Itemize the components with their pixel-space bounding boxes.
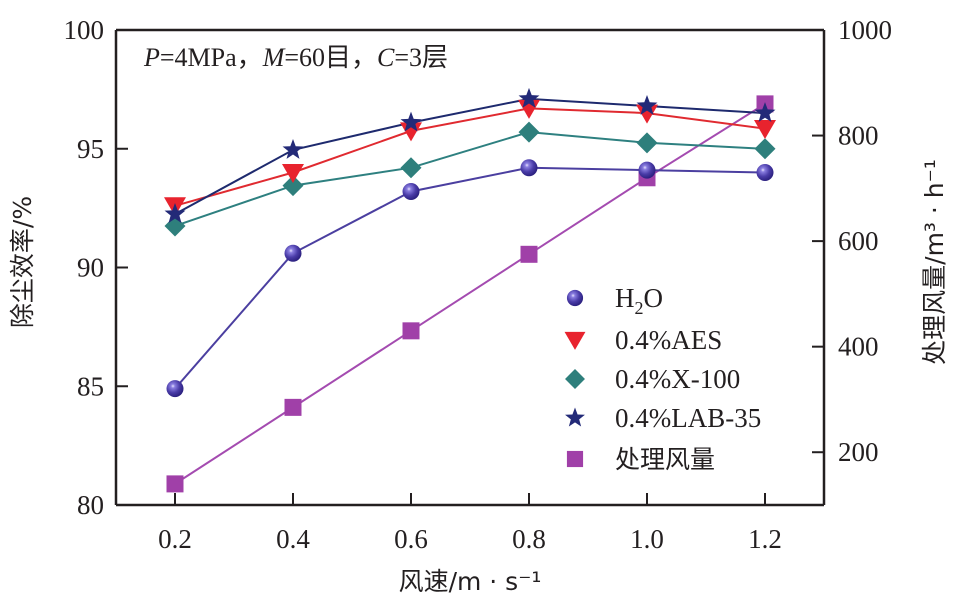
legend: H2O 0.4%AES 0.4%X-100 0.4%LAB-35 处理风量	[564, 283, 761, 474]
axes-layer: 0.2 0.4 0.6 0.8 1.0 1.2 80 85 90 95 100 200 400 600 80…	[64, 15, 893, 554]
y2-tick-label: 800	[838, 121, 879, 151]
legend-label: 0.4%X-100	[615, 364, 740, 394]
legend-item: 处理风量	[566, 445, 715, 474]
annotation-part: C	[377, 43, 395, 72]
data-point-3-0	[164, 203, 186, 223]
legend-item: 0.4%AES	[564, 325, 722, 355]
annotation-part: =3层	[394, 43, 448, 72]
y-tick-label: 80	[77, 490, 104, 520]
data-point-3-4	[636, 95, 658, 115]
data-point-3-5	[754, 102, 776, 123]
series-line-3	[174, 97, 766, 215]
annotation-part: =60目，	[284, 43, 377, 72]
data-point-2-4	[636, 132, 658, 154]
data-point-2-1	[282, 175, 304, 197]
condition-annotation: P=4MPa，M=60目，C=3层	[143, 43, 448, 72]
y-tick-label: 100	[64, 15, 105, 45]
annotation-part: M	[262, 43, 286, 72]
y-tick-label: 95	[77, 134, 104, 164]
legend-item: 0.4%X-100	[565, 364, 740, 394]
data-point-0-4	[638, 161, 656, 179]
data-point-2-5	[754, 138, 776, 160]
data-point-4-3	[520, 245, 538, 263]
annotation-part: P	[143, 43, 160, 72]
data-point-1-5	[754, 120, 776, 140]
data-point-3-1	[282, 138, 304, 159]
data-point-0-1	[284, 244, 302, 262]
data-point-0-0	[166, 380, 184, 398]
x-tick-label: 0.6	[394, 524, 428, 554]
data-point-4-2	[402, 322, 420, 340]
data-point-0-2	[402, 183, 420, 200]
x-tick-label: 1.2	[748, 524, 782, 554]
legend-marker-square	[566, 450, 584, 468]
series-layer	[164, 87, 776, 493]
data-point-2-3	[518, 121, 540, 143]
annotation-part: =4MPa，	[160, 43, 263, 72]
y2-tick-label: 600	[838, 226, 879, 256]
legend-item: 0.4%LAB-35	[565, 403, 761, 433]
legend-marker-triangle-down	[564, 331, 586, 350]
data-point-3-2	[400, 111, 422, 132]
legend-marker-star	[565, 407, 585, 427]
y-tick-label: 90	[77, 253, 104, 283]
x-tick-label: 1.0	[630, 524, 664, 554]
y-tick-label: 85	[77, 371, 104, 401]
x-tick-label: 0.4	[276, 524, 310, 554]
data-point-2-2	[400, 157, 422, 179]
legend-label: 0.4%LAB-35	[615, 403, 761, 433]
legend-label: H2O	[615, 283, 663, 318]
labels-layer: 风速/m · s⁻¹ 除尘效率/% 处理风量/m³ · h⁻¹ P=4MPa，M=60…	[8, 43, 949, 596]
data-point-4-1	[284, 398, 302, 416]
series-line-4	[174, 103, 766, 485]
data-point-1-2	[400, 122, 422, 142]
x-tick-label: 0.2	[158, 524, 192, 554]
y-axis-title: 除尘效率/%	[8, 196, 37, 328]
y2-tick-label: 200	[838, 437, 879, 467]
y2-tick-label: 1000	[838, 15, 892, 45]
legend-marker-sphere	[566, 289, 584, 307]
series-line-0	[174, 166, 766, 390]
series-line-1	[174, 107, 766, 207]
data-point-0-3	[520, 159, 538, 177]
series-line-2	[174, 131, 766, 227]
x-axis-title: 风速/m · s⁻¹	[399, 567, 542, 596]
legend-item: H2O	[566, 283, 663, 318]
y2-tick-label: 400	[838, 332, 879, 362]
data-point-4-0	[166, 475, 184, 493]
data-point-3-3	[518, 87, 540, 108]
legend-marker-diamond	[565, 369, 585, 389]
y2-axis-title: 处理风量/m³ · h⁻¹	[920, 159, 949, 365]
data-point-1-4	[636, 104, 658, 124]
x-tick-label: 0.8	[512, 524, 546, 554]
legend-label: 处理风量	[615, 445, 715, 474]
legend-label: 0.4%AES	[615, 325, 722, 355]
data-point-1-1	[282, 163, 304, 183]
data-point-0-5	[756, 164, 774, 181]
